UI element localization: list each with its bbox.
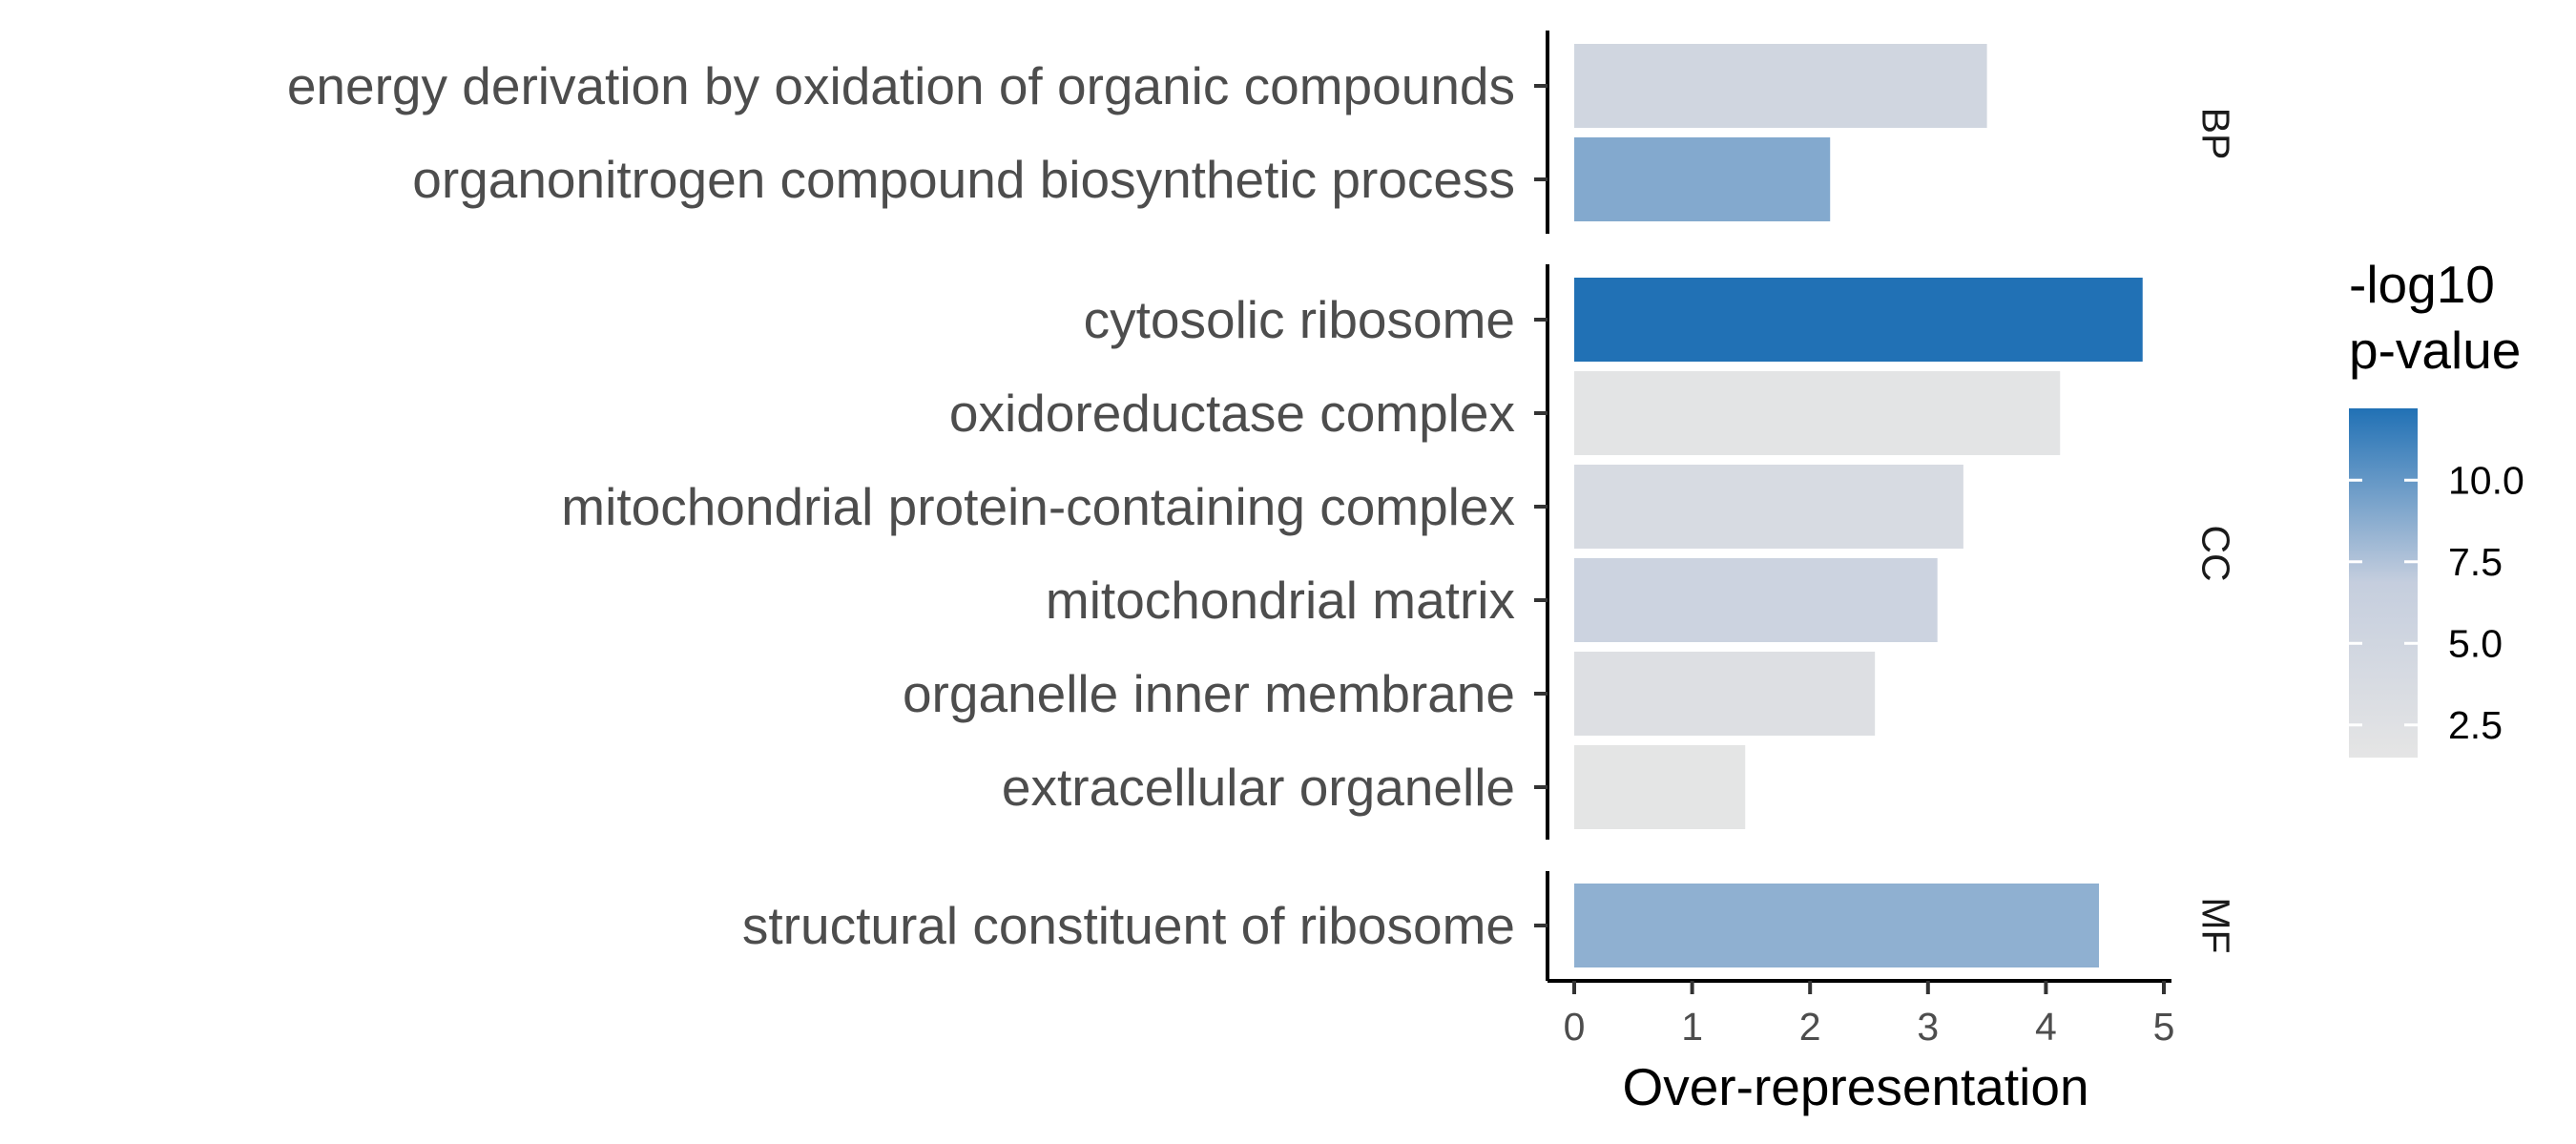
category-label: cytosolic ribosome bbox=[1084, 290, 1515, 349]
category-label: mitochondrial protein-containing complex bbox=[561, 477, 1515, 536]
facet-strip-label: BP bbox=[2194, 108, 2238, 160]
legend-title-line-2: p-value bbox=[2349, 321, 2521, 380]
bar bbox=[1574, 745, 1746, 829]
plot-area: energy derivation by oxidation of organi… bbox=[287, 31, 2238, 981]
bar bbox=[1574, 371, 2061, 455]
bar bbox=[1574, 652, 1876, 736]
x-tick-label: 2 bbox=[1799, 1005, 1821, 1049]
legend-tick-label: 7.5 bbox=[2448, 540, 2503, 584]
legend-tick-label: 5.0 bbox=[2448, 621, 2503, 665]
x-tick-label: 0 bbox=[1564, 1005, 1586, 1049]
x-tick-label: 4 bbox=[2035, 1005, 2057, 1049]
legend-title-line-1: -log10 bbox=[2349, 255, 2495, 314]
bar bbox=[1574, 44, 1987, 128]
bar bbox=[1574, 884, 2100, 967]
bar bbox=[1574, 465, 1963, 549]
category-label: structural constituent of ribosome bbox=[742, 896, 1515, 955]
category-label: extracellular organelle bbox=[1002, 758, 1515, 817]
facet-strip-label: CC bbox=[2194, 525, 2238, 581]
legend-tick-label: 10.0 bbox=[2448, 458, 2524, 502]
x-tick-label: 1 bbox=[1681, 1005, 1703, 1049]
x-tick-label: 5 bbox=[2153, 1005, 2175, 1049]
facet-strip-label: MF bbox=[2194, 897, 2238, 953]
category-label: organelle inner membrane bbox=[903, 664, 1515, 723]
legend-tick-label: 2.5 bbox=[2448, 703, 2503, 747]
category-label: oxidoreductase complex bbox=[949, 384, 1515, 443]
bar bbox=[1574, 137, 1831, 221]
color-legend: -log10 p-value 2.5 5.0 7.5 10.0 bbox=[2349, 255, 2524, 758]
legend-colorbar bbox=[2349, 408, 2418, 758]
bar bbox=[1574, 278, 2143, 362]
x-axis-title: Over-representation bbox=[1622, 1057, 2088, 1116]
category-label: energy derivation by oxidation of organi… bbox=[287, 56, 1515, 115]
x-tick-label: 3 bbox=[1917, 1005, 1939, 1049]
category-label: organonitrogen compound biosynthetic pro… bbox=[412, 150, 1515, 209]
bar bbox=[1574, 558, 1938, 642]
x-axis: 0 1 2 3 4 5 bbox=[1548, 979, 2175, 1049]
category-label: mitochondrial matrix bbox=[1046, 571, 1515, 630]
